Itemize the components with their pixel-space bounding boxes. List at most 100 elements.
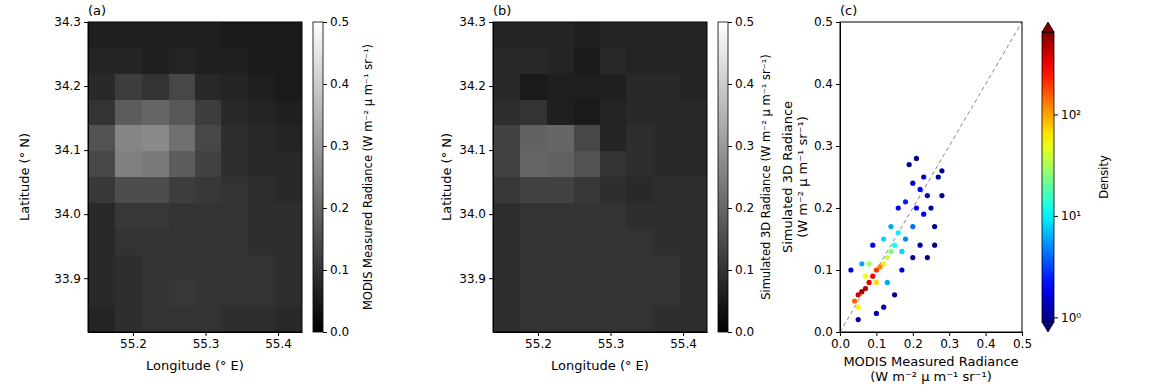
- colorbar-axis: 0.00.10.20.30.40.5: [728, 15, 754, 339]
- axis-line: [1054, 33, 1055, 323]
- heatmap-cell: [600, 125, 627, 152]
- tick: 0.5: [814, 15, 840, 29]
- heatmap-cell: [600, 177, 627, 203]
- tick-label: 33.9: [459, 272, 486, 286]
- tick: 55.3: [193, 332, 220, 351]
- heatmap-cell: [115, 280, 142, 307]
- heatmap-cell: [248, 306, 275, 332]
- tick-label: 34.3: [459, 15, 486, 29]
- heatmap-cell: [653, 100, 680, 126]
- colorbar-title: MODIS Measured Radiance (W m⁻² μ m⁻¹ sr⁻…: [361, 44, 375, 310]
- panel: 0.00.10.20.30.40.50.00.10.20.30.40.5MODI…: [780, 3, 1112, 384]
- heatmap-cell: [88, 48, 115, 75]
- tick: 0.1: [814, 263, 840, 277]
- heatmap-cell: [626, 229, 653, 255]
- heatmap-cell: [248, 151, 275, 177]
- reference-line: [840, 22, 1022, 332]
- heatmap-cell: [169, 100, 196, 126]
- panel: 55.255.355.433.934.034.134.234.3Longitud…: [17, 3, 376, 373]
- scatter-point: [932, 224, 937, 229]
- scatter-point: [907, 162, 912, 167]
- tick-label: 0.5: [735, 15, 754, 29]
- tick-label: 0.4: [330, 77, 349, 91]
- heatmap-cell: [142, 125, 169, 152]
- tick: 10²: [1054, 108, 1081, 122]
- heatmap-cell: [88, 280, 115, 307]
- heatmap-cell: [248, 74, 275, 100]
- tick-label: 0.0: [831, 337, 850, 351]
- tick-label: 55.4: [670, 337, 697, 351]
- plot-frame: [493, 22, 707, 332]
- heatmap-cell: [547, 125, 574, 152]
- heatmap-cell: [142, 100, 169, 126]
- heatmap-cell: [626, 48, 653, 75]
- heatmap-cell: [493, 177, 520, 203]
- tick-mark: [1022, 332, 1023, 336]
- x-axis: 55.255.355.4: [89, 332, 303, 351]
- y-axis-title: Latitude (° N): [439, 133, 454, 221]
- heatmap-cell: [221, 48, 248, 75]
- heatmap-cell: [169, 255, 196, 281]
- heatmap-cell: [142, 255, 169, 281]
- heatmap-cell: [275, 306, 302, 332]
- colorbar-gradient: [718, 22, 728, 332]
- tick-label: 34.3: [54, 15, 81, 29]
- tick-mark: [836, 270, 840, 271]
- heatmap-cell: [142, 203, 169, 230]
- tick: 10⁰: [1054, 311, 1081, 325]
- heatmap-cell: [680, 177, 707, 203]
- heatmap-cell: [88, 125, 115, 152]
- colorbar-extend: [1042, 22, 1054, 32]
- tick-mark: [913, 332, 914, 336]
- tick: 55.3: [598, 332, 625, 351]
- heatmap-cell: [275, 203, 302, 230]
- tick-mark: [323, 146, 327, 147]
- tick: 0.4: [728, 77, 754, 91]
- tick-label: 55.2: [525, 337, 552, 351]
- x-axis-title: MODIS Measured Radiance: [843, 354, 1018, 369]
- tick: 0.2: [814, 201, 840, 215]
- heatmap-cell: [626, 125, 653, 152]
- tick: 0.5: [1013, 332, 1032, 351]
- heatmap-cell: [221, 151, 248, 177]
- scatter-point: [867, 261, 872, 266]
- heatmap-cell: [600, 151, 627, 177]
- x-axis-title: Longitude (° E): [551, 358, 649, 373]
- heatmap-cell: [115, 100, 142, 126]
- tick-label: 0.0: [814, 325, 833, 339]
- plot-area: [840, 22, 1022, 332]
- heatmap-cell: [221, 280, 248, 307]
- tick-mark: [84, 86, 88, 87]
- tick: 0.1: [867, 332, 886, 351]
- heatmap-cell: [547, 177, 574, 203]
- heatmap-cell: [142, 74, 169, 100]
- heatmap-cell: [169, 125, 196, 152]
- scatter-point: [917, 187, 922, 192]
- heatmap-cell: [169, 177, 196, 203]
- heatmap-cell: [115, 74, 142, 100]
- tick-label: 0.2: [904, 337, 923, 351]
- heatmap-cell: [680, 125, 707, 152]
- tick-label: 0.3: [814, 139, 833, 153]
- axis-line: [494, 332, 708, 333]
- heatmap-cell: [221, 22, 248, 48]
- tick: 55.4: [670, 332, 697, 351]
- x-axis-title: (W m⁻² μ m⁻¹ sr⁻¹): [870, 369, 991, 384]
- scatter-point: [856, 317, 861, 322]
- tick-label: 55.2: [120, 337, 147, 351]
- heatmap-cell: [574, 255, 601, 281]
- heatmap-cell: [169, 280, 196, 307]
- heatmap-cell: [248, 280, 275, 307]
- tick-mark: [489, 278, 493, 279]
- tick-label: 0.0: [330, 325, 349, 339]
- colorbar-gradient: [1042, 32, 1054, 322]
- colorbar-axis: 0.00.10.20.30.40.5: [323, 15, 349, 339]
- tick: 0.3: [728, 139, 754, 153]
- scatter-point: [863, 274, 868, 279]
- heatmap-cell: [493, 280, 520, 307]
- heatmap-cell: [600, 74, 627, 100]
- heatmap-cell: [493, 229, 520, 255]
- tick: 55.2: [120, 332, 147, 351]
- scatter-point: [921, 212, 926, 217]
- heatmap-cell: [653, 151, 680, 177]
